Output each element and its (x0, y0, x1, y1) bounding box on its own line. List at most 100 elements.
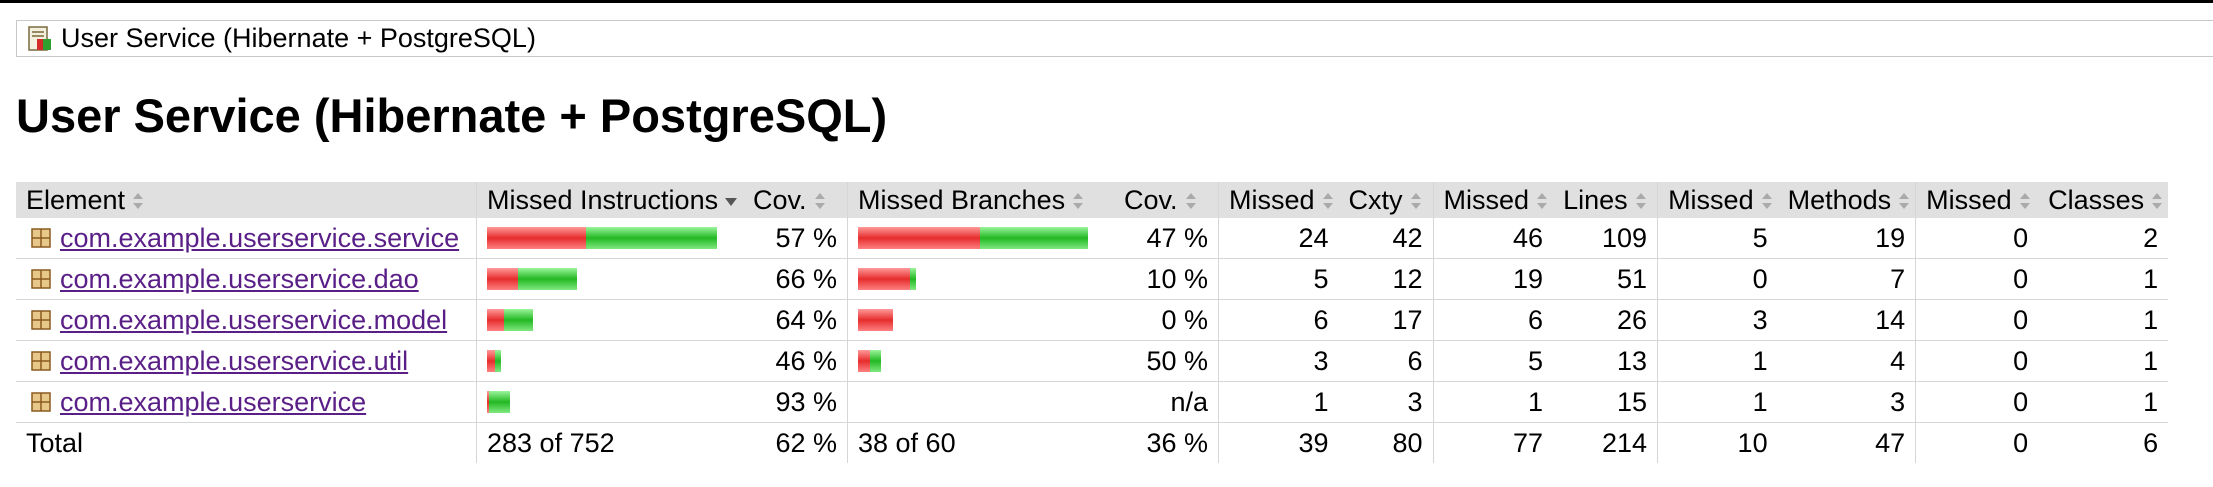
missed-classes: 0 (1915, 218, 2039, 259)
instr-covered-bar (586, 227, 717, 249)
instr-missed-bar (487, 309, 504, 331)
sort-icon (1185, 193, 1196, 210)
col-lines[interactable]: Lines (1553, 182, 1658, 218)
instr-bar-cell (476, 218, 743, 259)
lines: 13 (1553, 340, 1658, 382)
col-instr-cov[interactable]: Cov. (743, 182, 848, 218)
branch-cov: 0 % (1114, 299, 1219, 341)
branch-coverage-bar (858, 308, 1104, 332)
col-classes[interactable]: Classes (2038, 182, 2169, 218)
instr-cov: 64 % (743, 299, 848, 341)
package-cell: com.example.userservice.util (16, 340, 477, 382)
table-row: com.example.userservice.model 64 % 0 % 6 17 6… (16, 299, 2169, 341)
branch-coverage-bar (858, 267, 1104, 291)
instr-coverage-bar (487, 267, 733, 291)
col-element[interactable]: Element (16, 182, 477, 218)
sort-icon (1537, 193, 1548, 210)
branch-bar-cell (847, 381, 1114, 423)
package-icon (31, 392, 51, 412)
instr-covered-bar (518, 268, 577, 290)
instr-covered-bar (495, 350, 501, 372)
missed-cxty: 6 (1217, 299, 1339, 341)
missed-lines: 6 (1432, 299, 1554, 341)
total-lines: 214 (1553, 422, 1658, 463)
instr-cov: 93 % (743, 381, 848, 423)
sort-icon (1410, 193, 1421, 210)
total-label: Total (16, 422, 477, 463)
table-row: com.example.userservice.service 57 % 47 % 2… (16, 218, 2169, 259)
branch-bar-cell (847, 218, 1114, 259)
instr-cov: 57 % (743, 218, 848, 259)
package-icon (31, 310, 51, 330)
cxty: 12 (1338, 258, 1434, 300)
package-link[interactable]: com.example.userservice.dao (60, 263, 419, 294)
total-missed-classes: 0 (1915, 422, 2039, 463)
header-row: Element Missed Instructions Cov. Missed … (16, 182, 2169, 218)
missed-lines: 5 (1432, 340, 1554, 382)
sort-icon (1635, 193, 1646, 210)
classes: 1 (2038, 299, 2169, 341)
total-instructions: 283 of 752 (476, 422, 743, 463)
missed-methods: 0 (1657, 258, 1778, 300)
col-missed-cxty[interactable]: Missed (1217, 182, 1339, 218)
missed-classes: 0 (1915, 299, 2039, 341)
instr-missed-bar (487, 350, 495, 372)
branch-coverage-bar (858, 226, 1104, 250)
sort-icon (1073, 193, 1084, 210)
instr-bar-cell (476, 299, 743, 341)
missed-cxty: 24 (1217, 218, 1339, 259)
lines: 109 (1553, 218, 1658, 259)
instr-cov: 46 % (743, 340, 848, 382)
instr-coverage-bar (487, 226, 733, 250)
lines: 15 (1553, 381, 1658, 423)
package-cell: com.example.userservice.model (16, 299, 477, 341)
missed-classes: 0 (1915, 381, 2039, 423)
cxty: 42 (1338, 218, 1434, 259)
instr-covered-bar (489, 391, 510, 413)
lines: 51 (1553, 258, 1658, 300)
missed-lines: 1 (1432, 381, 1554, 423)
package-link[interactable]: com.example.userservice (60, 386, 367, 417)
package-cell: com.example.userservice.service (16, 218, 477, 259)
breadcrumb: User Service (Hibernate + PostgreSQL) (16, 20, 2213, 57)
col-missed-branches[interactable]: Missed Branches (847, 182, 1114, 218)
missed-lines: 19 (1432, 258, 1554, 300)
col-missed-methods[interactable]: Missed (1657, 182, 1778, 218)
cxty: 3 (1338, 381, 1434, 423)
top-border (0, 0, 2213, 3)
page-title: User Service (Hibernate + PostgreSQL) (16, 89, 888, 142)
col-missed-instructions[interactable]: Missed Instructions (476, 182, 743, 218)
sort-icon (1761, 193, 1772, 210)
package-link[interactable]: com.example.userservice.model (60, 304, 448, 335)
methods: 14 (1777, 299, 1916, 341)
col-branch-cov[interactable]: Cov. (1114, 182, 1219, 218)
missed-cxty: 3 (1217, 340, 1339, 382)
package-icon (31, 269, 51, 289)
table-row: com.example.userservice.util 46 % 50 % 3 6 5 1… (16, 340, 2169, 382)
branch-cov: 10 % (1114, 258, 1219, 300)
branch-missed-bar (858, 350, 870, 372)
branch-cov: 47 % (1114, 218, 1219, 259)
col-missed-classes[interactable]: Missed (1915, 182, 2039, 218)
branch-cov: 50 % (1114, 340, 1219, 382)
breadcrumb-label: User Service (Hibernate + PostgreSQL) (61, 23, 536, 53)
col-cxty[interactable]: Cxty (1338, 182, 1434, 218)
total-classes: 6 (2038, 422, 2169, 463)
missed-classes: 0 (1915, 258, 2039, 300)
package-link[interactable]: com.example.userservice.util (60, 345, 409, 376)
branch-bar-cell (847, 258, 1114, 300)
methods: 19 (1777, 218, 1916, 259)
total-branches: 38 of 60 (847, 422, 1114, 463)
col-methods[interactable]: Methods (1777, 182, 1916, 218)
package-link[interactable]: com.example.userservice.service (60, 222, 460, 253)
instr-coverage-bar (487, 308, 733, 332)
package-cell: com.example.userservice (16, 381, 477, 423)
total-missed-cxty: 39 (1217, 422, 1339, 463)
instr-bar-cell (476, 258, 743, 300)
missed-classes: 0 (1915, 340, 2039, 382)
instr-missed-bar (487, 227, 586, 249)
missed-cxty: 5 (1217, 258, 1339, 300)
missed-methods: 3 (1657, 299, 1778, 341)
col-missed-lines[interactable]: Missed (1432, 182, 1554, 218)
coverage-table: Element Missed Instructions Cov. Missed … (16, 182, 2169, 463)
